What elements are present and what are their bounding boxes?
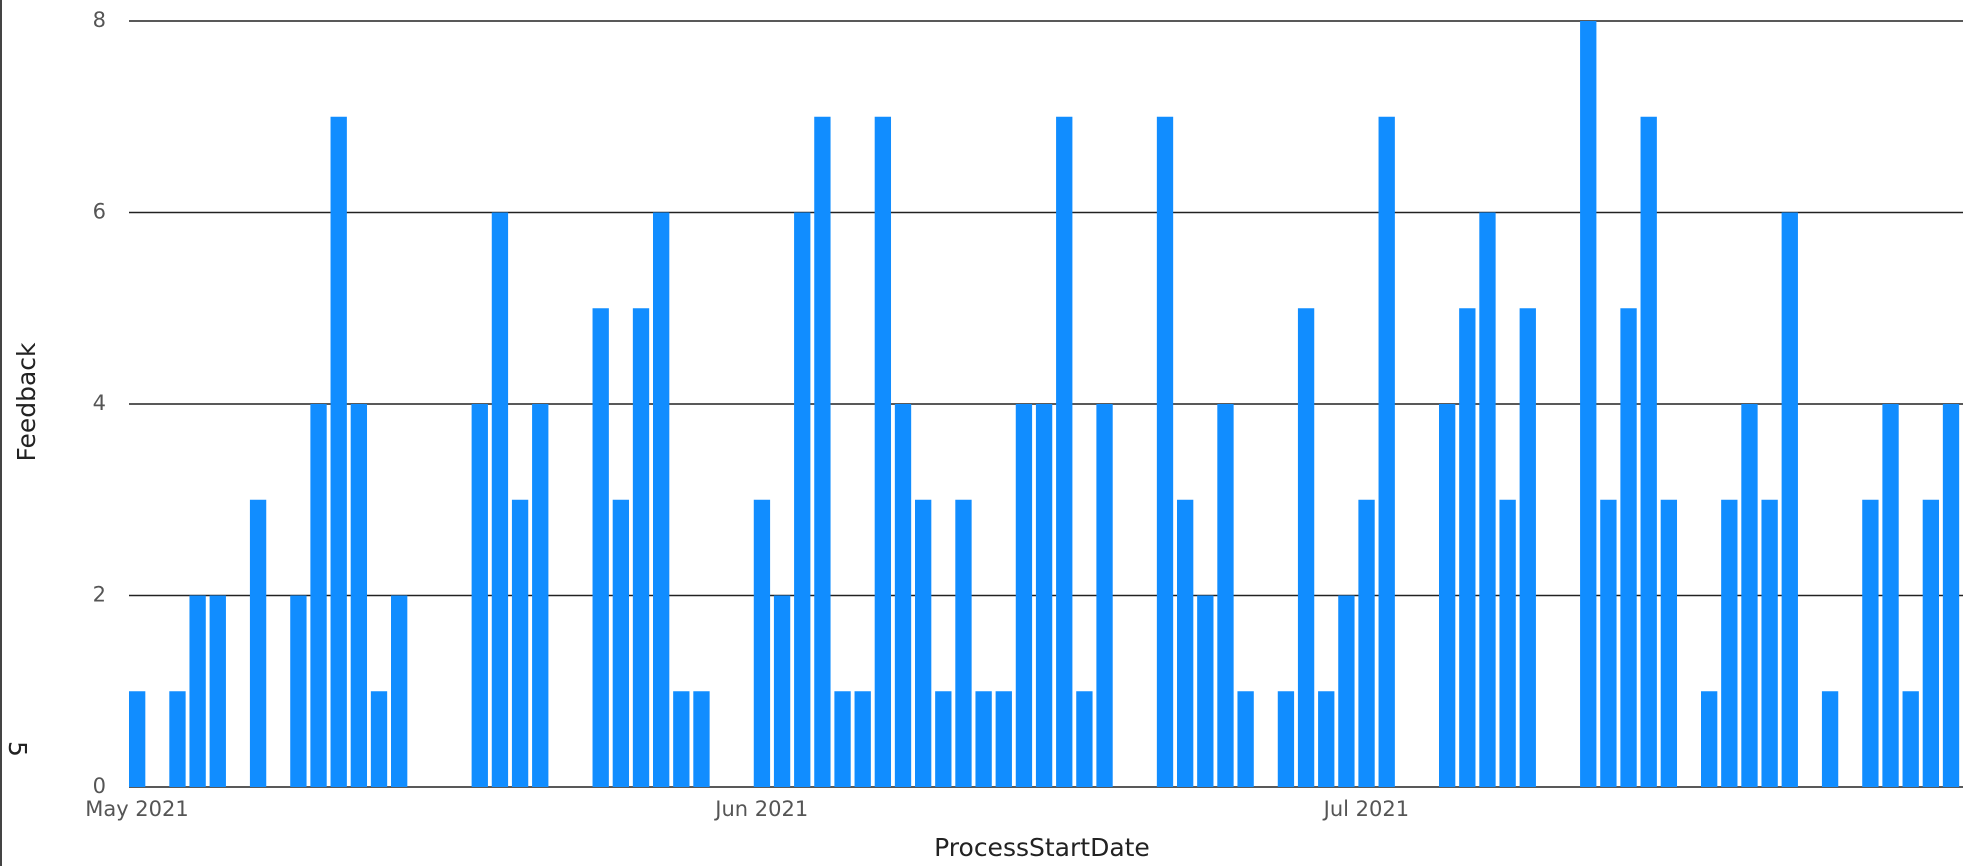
bar xyxy=(935,691,952,787)
bar xyxy=(1237,691,1254,787)
bar xyxy=(1580,21,1597,787)
bar xyxy=(753,499,771,787)
y-tick-label: 8 xyxy=(93,8,106,32)
bar xyxy=(773,595,791,787)
bar xyxy=(612,499,630,787)
bar xyxy=(955,499,972,787)
bar xyxy=(1459,308,1476,787)
bar xyxy=(1600,499,1617,787)
bar xyxy=(1499,499,1516,787)
bar xyxy=(1439,404,1456,787)
bar xyxy=(370,691,388,787)
bar xyxy=(1358,499,1375,787)
x-tick-label: Jul 2021 xyxy=(1322,797,1409,821)
bar xyxy=(1318,691,1335,787)
bar xyxy=(249,499,267,787)
y-tick-label: 4 xyxy=(93,391,106,415)
bar xyxy=(491,212,509,787)
bar xyxy=(1821,691,1839,787)
bar xyxy=(975,691,992,787)
bar xyxy=(1378,116,1395,787)
bar xyxy=(834,691,851,787)
bar xyxy=(532,404,549,787)
bar xyxy=(1620,308,1637,787)
bar xyxy=(1156,116,1174,787)
bar xyxy=(854,691,871,787)
y-tick-label: 2 xyxy=(93,583,106,607)
bar xyxy=(1096,404,1113,787)
bar xyxy=(350,404,368,787)
bar xyxy=(1781,212,1798,787)
bar xyxy=(794,212,811,787)
bar xyxy=(995,691,1012,787)
bar xyxy=(1197,595,1214,787)
bar xyxy=(1902,691,1919,787)
bar xyxy=(169,691,186,787)
bar xyxy=(391,595,408,787)
bar xyxy=(471,404,488,787)
bar xyxy=(915,499,932,787)
bar xyxy=(1297,308,1315,787)
y-tick-label: 6 xyxy=(93,200,106,224)
bar xyxy=(1922,499,1940,787)
bar xyxy=(1721,499,1738,787)
bar xyxy=(330,116,347,787)
bar xyxy=(310,404,327,787)
bar xyxy=(673,691,690,787)
bar xyxy=(1519,308,1536,787)
bar xyxy=(511,499,529,787)
bar xyxy=(653,212,670,787)
side-label: 5 xyxy=(3,741,32,757)
bar xyxy=(1277,691,1295,787)
bar xyxy=(189,595,206,787)
bar xyxy=(209,595,226,787)
bar xyxy=(1056,116,1073,787)
bar xyxy=(1177,499,1194,787)
bar xyxy=(1217,404,1234,787)
bar xyxy=(129,691,146,787)
y-tick-label: 0 xyxy=(93,774,106,798)
bar xyxy=(592,308,609,787)
bar xyxy=(1942,404,1960,787)
bar xyxy=(1741,404,1758,787)
bar xyxy=(1660,499,1678,787)
bar xyxy=(1015,404,1033,787)
bar xyxy=(290,595,307,787)
x-axis-title: ProcessStartDate xyxy=(934,833,1150,862)
bar xyxy=(1338,595,1355,787)
bar xyxy=(1701,691,1718,787)
bar xyxy=(874,116,892,787)
bar xyxy=(1076,691,1093,787)
bar xyxy=(894,404,912,787)
x-tick-label: May 2021 xyxy=(85,797,189,821)
bar xyxy=(1761,499,1778,787)
bar xyxy=(814,116,831,787)
y-axis-title: Feedback xyxy=(12,342,41,462)
bar xyxy=(1035,404,1053,787)
bar xyxy=(1640,116,1657,787)
bar xyxy=(693,691,710,787)
x-tick-label: Jun 2021 xyxy=(713,797,808,821)
bar xyxy=(1479,212,1496,787)
bar xyxy=(1862,499,1879,787)
bar xyxy=(632,308,650,787)
bar xyxy=(1882,404,1899,787)
